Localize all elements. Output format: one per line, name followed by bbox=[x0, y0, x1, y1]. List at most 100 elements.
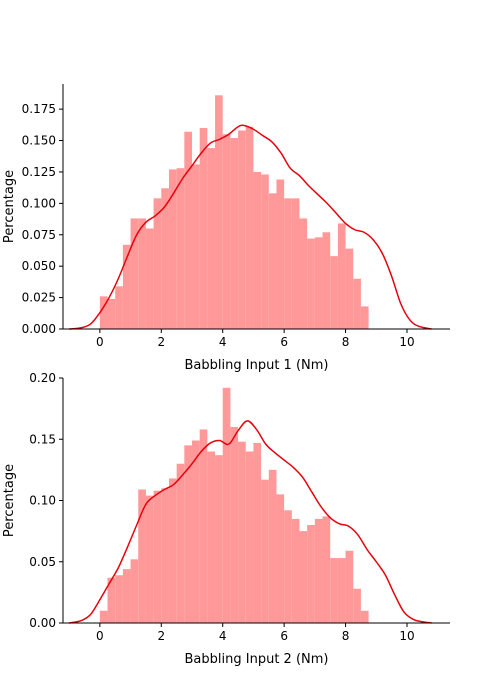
histogram-bar bbox=[337, 223, 346, 329]
histogram-bars-input-1 bbox=[99, 95, 369, 329]
x-tick-label: 2 bbox=[157, 629, 165, 643]
x-axis-label-input-2: Babbling Input 2 (Nm) bbox=[185, 652, 329, 667]
histogram-bar bbox=[107, 298, 116, 329]
x-tick-label: 4 bbox=[219, 629, 227, 643]
histogram-bar bbox=[199, 429, 208, 623]
y-tick-label: 0.025 bbox=[22, 291, 56, 305]
histogram-bar bbox=[230, 427, 239, 623]
histogram-bar bbox=[307, 525, 315, 623]
histogram-bar bbox=[184, 131, 192, 329]
x-ticks-input-2: 0 2 4 6 8 10 bbox=[96, 623, 415, 643]
histogram-bar bbox=[99, 296, 108, 329]
histogram-bar bbox=[276, 494, 285, 623]
histogram-bar bbox=[115, 575, 123, 623]
y-tick-label: 0.075 bbox=[22, 228, 56, 242]
x-tick-label: 2 bbox=[157, 335, 165, 349]
y-tick-label: 0.150 bbox=[22, 134, 56, 148]
y-tick-label: 0.100 bbox=[22, 196, 56, 210]
histogram-bar bbox=[245, 126, 254, 329]
histogram-bar bbox=[307, 238, 315, 329]
histogram-bar bbox=[284, 510, 292, 623]
histogram-bar bbox=[222, 387, 231, 623]
histogram-bar bbox=[222, 134, 231, 329]
histogram-bar bbox=[130, 218, 139, 329]
histogram-bar bbox=[322, 232, 331, 329]
histogram-bar bbox=[138, 218, 146, 329]
histogram-bar bbox=[215, 95, 223, 329]
histogram-bar bbox=[176, 463, 185, 623]
histogram-bars-input-2 bbox=[99, 387, 369, 623]
subplot-input-2: 0 2 4 6 8 10 0.00 0.05 0.10 0.15 0.20 Babbling In… bbox=[2, 371, 450, 667]
histogram-bar bbox=[299, 218, 308, 329]
histogram-bar bbox=[176, 168, 185, 329]
x-axis-label-input-1: Babbling Input 1 (Nm) bbox=[185, 358, 329, 373]
histogram-bar bbox=[238, 441, 246, 623]
histogram-bar bbox=[153, 490, 162, 623]
y-tick-label: 0.15 bbox=[29, 432, 56, 446]
histogram-bar bbox=[245, 451, 254, 623]
histogram-bar bbox=[215, 455, 223, 623]
subplot-input-1: 0 2 4 6 8 10 0.0000.0250.0500.0750.1000.1250.… bbox=[2, 84, 450, 373]
x-tick-label: 4 bbox=[219, 335, 227, 349]
histogram-bar bbox=[253, 442, 262, 623]
y-tick-label: 0.00 bbox=[29, 616, 56, 630]
x-tick-label: 6 bbox=[280, 629, 288, 643]
histogram-bar bbox=[238, 130, 246, 329]
histogram-bar bbox=[345, 550, 354, 623]
histogram-bar bbox=[314, 518, 323, 623]
histogram-bar bbox=[168, 169, 177, 329]
histogram-bar bbox=[199, 127, 208, 329]
histogram-bar bbox=[268, 469, 277, 623]
histogram-bar bbox=[261, 479, 269, 623]
histogram-bar bbox=[207, 148, 216, 329]
histogram-bar bbox=[291, 198, 300, 329]
y-tick-label: 0.20 bbox=[29, 371, 56, 385]
y-tick-label: 0.000 bbox=[22, 322, 56, 336]
histogram-bar bbox=[130, 559, 139, 623]
y-axis-label-input-1: Percentage bbox=[2, 170, 17, 243]
y-tick-label: 0.175 bbox=[22, 102, 56, 116]
histogram-bar bbox=[330, 558, 338, 623]
histogram-bar bbox=[161, 188, 169, 329]
y-ticks-input-1: 0.000 0.025 0.050 0.075 0.100 0.125 0.150 0.175 bbox=[22, 102, 63, 336]
histogram-bar bbox=[345, 248, 354, 329]
histogram-bar bbox=[153, 198, 162, 329]
histogram-bar bbox=[115, 286, 123, 329]
kde-curve-input-1 bbox=[69, 124, 432, 330]
y-tick-label: 0.125 bbox=[22, 165, 56, 179]
histogram-bar bbox=[261, 174, 269, 329]
histogram-bar bbox=[337, 558, 346, 623]
histogram-bar bbox=[291, 518, 300, 623]
histogram-bar bbox=[145, 495, 154, 623]
x-tick-label: 10 bbox=[399, 629, 414, 643]
x-tick-label: 6 bbox=[280, 335, 288, 349]
y-axis-label-input-2: Percentage bbox=[2, 464, 17, 537]
histogram-bar bbox=[330, 256, 338, 329]
histogram-bar bbox=[192, 164, 200, 329]
histogram-bar bbox=[184, 445, 192, 623]
histogram-bar bbox=[276, 179, 285, 329]
histogram-bar bbox=[284, 198, 292, 329]
y-tick-label: 0.050 bbox=[22, 259, 56, 273]
x-tick-label: 8 bbox=[342, 335, 350, 349]
x-tick-label: 10 bbox=[399, 335, 414, 349]
histogram-bar bbox=[299, 531, 308, 623]
histogram-bar bbox=[322, 516, 331, 623]
histogram-bar bbox=[360, 306, 369, 329]
x-ticks-input-1: 0 2 4 6 8 10 bbox=[96, 329, 415, 349]
histogram-bar bbox=[99, 610, 108, 623]
y-tick-label: 0.05 bbox=[29, 555, 56, 569]
histogram-bar bbox=[230, 138, 239, 329]
histogram-bar bbox=[145, 228, 154, 329]
histogram-bar bbox=[161, 488, 169, 623]
histogram-bar bbox=[107, 577, 116, 623]
kde-curve-input-2 bbox=[68, 420, 432, 624]
histogram-bar bbox=[122, 244, 131, 329]
histogram-bar bbox=[138, 489, 146, 623]
histogram-bar bbox=[314, 237, 323, 329]
histogram-bar bbox=[122, 569, 131, 623]
histogram-bar bbox=[207, 451, 216, 623]
histogram-bar bbox=[353, 278, 361, 329]
histogram-bar bbox=[353, 588, 361, 623]
